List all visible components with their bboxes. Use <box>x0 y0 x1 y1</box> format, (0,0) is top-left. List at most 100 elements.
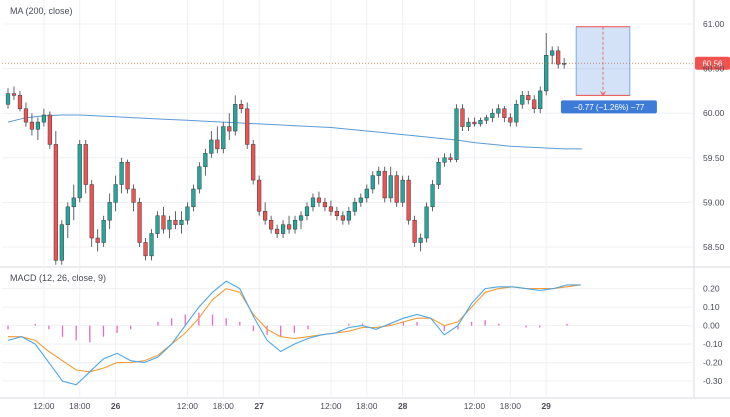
candle-body <box>251 144 256 181</box>
candle-body <box>460 108 465 127</box>
candle-body <box>227 126 232 132</box>
macd-tick-label: -0.30 <box>703 376 723 386</box>
candle-body <box>29 121 35 130</box>
price-tick-label: 60.00 <box>703 108 725 118</box>
candle-body <box>352 202 357 212</box>
candle-body <box>107 202 112 221</box>
price-tick-label: 58.50 <box>703 242 725 252</box>
price-tick-label: 59.50 <box>703 153 725 163</box>
candle-body <box>496 108 501 114</box>
candle-body <box>71 197 76 208</box>
candle-body <box>125 161 130 190</box>
time-tick-label: 12:00 <box>464 401 486 411</box>
candle-body <box>466 121 471 127</box>
candle-body <box>424 206 429 239</box>
macd-tick-label: 0.20 <box>703 284 720 294</box>
price-tick-label: 59.00 <box>703 197 725 207</box>
candle-body <box>370 175 375 190</box>
candle-body <box>526 95 531 101</box>
candle-body <box>358 197 363 203</box>
measure-arrow-head <box>600 91 606 97</box>
candle-body <box>406 179 411 221</box>
candle-body <box>215 139 220 150</box>
candle-body <box>257 179 262 212</box>
candle-body <box>484 117 489 121</box>
candle-body <box>47 114 52 145</box>
candle-body <box>436 161 441 185</box>
candle-body <box>77 144 82 199</box>
candle-body <box>430 184 435 208</box>
candle-body <box>478 120 483 125</box>
candle-body <box>328 206 334 212</box>
ma-200-series <box>7 114 583 150</box>
candle-body <box>412 219 417 243</box>
candle-body <box>544 55 549 92</box>
candle-body <box>400 179 405 203</box>
candle-body <box>269 219 274 230</box>
time-tick-label: 28 <box>398 401 408 411</box>
candle-body <box>550 50 555 56</box>
price-tick-label: 61.00 <box>703 19 725 29</box>
time-tick-label: 12:00 <box>320 401 342 411</box>
time-tick-label: 12:00 <box>177 401 199 411</box>
candle-body <box>203 153 208 167</box>
candle-body <box>316 197 322 203</box>
candle-body <box>263 211 268 221</box>
candle-body <box>173 219 178 225</box>
macd-signal-line <box>8 284 581 373</box>
candle-body <box>101 219 106 243</box>
measure-label: −0.77 (−1.26%) −77 <box>573 103 644 112</box>
candle-body <box>83 144 88 185</box>
candle-body <box>17 95 23 110</box>
candle-body <box>448 157 453 160</box>
candle-body <box>298 215 304 221</box>
candle-body <box>191 188 196 208</box>
candle-body <box>233 104 238 132</box>
candle-body <box>472 121 477 125</box>
candle-body <box>346 211 351 221</box>
axes: 61.00 60.50 60.00 59.50 59.00 58.50 0.20 0.10 0.… <box>33 19 724 411</box>
candle-body <box>556 50 561 65</box>
candle-body <box>89 184 94 239</box>
macd-tick-label: 0.10 <box>703 302 720 312</box>
measure-label-box <box>560 100 657 114</box>
candle-body <box>35 121 41 130</box>
candle-body <box>388 175 393 199</box>
candle-body <box>113 184 118 203</box>
candle-body <box>41 114 46 123</box>
macd-tick-label: 0.00 <box>703 321 720 331</box>
time-tick-label: 29 <box>541 401 551 411</box>
candle-body <box>5 93 11 105</box>
candle-body <box>562 63 567 65</box>
candle-body <box>442 157 447 163</box>
candle-body <box>185 206 190 221</box>
candle-body <box>179 219 184 225</box>
candle-body <box>514 104 519 123</box>
candle-body <box>53 144 58 261</box>
candle-body <box>418 237 423 243</box>
candle-body <box>292 219 298 230</box>
candle-body <box>274 228 280 234</box>
candle-body <box>221 126 226 150</box>
candle-body <box>364 188 369 199</box>
macd-line <box>7 280 581 386</box>
ma-legend: MA (200, close) <box>10 6 73 16</box>
candle-body <box>149 233 154 257</box>
candle-body <box>520 95 525 105</box>
time-tick-label: 26 <box>111 401 121 411</box>
candle-body <box>245 108 250 145</box>
ma-200-line <box>7 114 583 150</box>
candle-body <box>310 197 316 208</box>
candle-body <box>286 224 292 230</box>
candle-body <box>143 242 148 257</box>
last-price-tag <box>695 56 730 70</box>
candle-body <box>508 117 513 123</box>
time-tick-label: 27 <box>254 401 264 411</box>
time-tick-label: 12:00 <box>33 401 55 411</box>
candle-body <box>59 224 64 261</box>
time-tick-label: 18:00 <box>213 401 235 411</box>
candle-body <box>131 188 136 203</box>
candle-body <box>137 202 142 243</box>
candles <box>5 32 567 265</box>
